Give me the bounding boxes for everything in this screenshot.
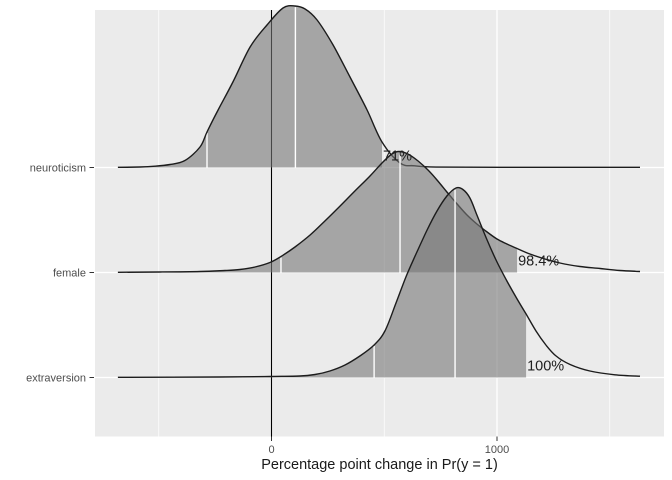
- probability-label-extraversion: 100%: [527, 359, 564, 375]
- y-axis-label-neuroticism: neuroticism: [30, 163, 86, 175]
- probability-label-female: 98.4%: [518, 254, 559, 270]
- density-fill-extraversion: [117, 187, 527, 378]
- y-axis-label-extraversion: extraversion: [26, 373, 86, 385]
- x-axis-tick-label: 1000: [485, 444, 509, 456]
- density-fill-neuroticism: [117, 5, 382, 168]
- x-axis-title: Percentage point change in Pr(y = 1): [261, 457, 498, 473]
- y-axis-label-female: female: [53, 268, 86, 280]
- density-curve-female: [117, 150, 641, 273]
- density-fill-female: [117, 151, 518, 273]
- density-curve-extraversion: [117, 186, 641, 378]
- x-axis-tick-label: 0: [268, 444, 274, 456]
- probability-label-neuroticism: 71%: [383, 149, 412, 165]
